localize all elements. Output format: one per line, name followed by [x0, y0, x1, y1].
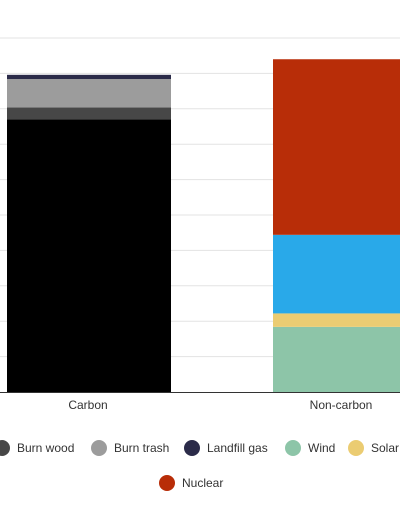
bar-segment-carbon-landfill-gas: [7, 74, 171, 80]
legend-swatch: [184, 440, 200, 456]
legend-label: Solar: [371, 441, 400, 455]
legend-item-landfill-gas[interactable]: Landfill gas: [184, 438, 268, 458]
bar-segment-non-carbon-hydro: [273, 234, 400, 314]
bar-segment-carbon-burn-trash: [7, 79, 171, 108]
legend-label: Burn trash: [114, 441, 170, 455]
bar-segment-carbon-burn-wood: [7, 107, 171, 120]
legend-swatch: [91, 440, 107, 456]
legend-swatch: [159, 475, 175, 491]
bar-segment-non-carbon-wind: [273, 326, 400, 392]
legend-label: Wind: [308, 441, 336, 455]
category-label-carbon: Carbon: [68, 398, 108, 412]
legend-swatch: [285, 440, 301, 456]
bar-segment-non-carbon-nuclear: [273, 59, 400, 235]
bar-segment-carbon-coal: [7, 119, 171, 393]
stacked-bar-chart: [0, 37, 400, 393]
legend-label: Burn wood: [17, 441, 75, 455]
legend-label: Nuclear: [182, 476, 224, 490]
legend-swatch: [0, 440, 10, 456]
legend-item-burn-trash[interactable]: Burn trash: [91, 438, 169, 458]
legend-item-burn-wood[interactable]: Burn wood: [0, 438, 74, 458]
legend-item-wind[interactable]: Wind: [285, 438, 335, 458]
bars: [7, 59, 400, 393]
legend-swatch: [348, 440, 364, 456]
legend-item-solar[interactable]: Solar: [348, 438, 399, 458]
category-label-non-carbon: Non-carbon: [309, 398, 373, 412]
bar-segment-non-carbon-solar: [273, 313, 400, 327]
legend-label: Landfill gas: [207, 441, 268, 455]
legend-item-nuclear[interactable]: Nuclear: [159, 473, 223, 493]
